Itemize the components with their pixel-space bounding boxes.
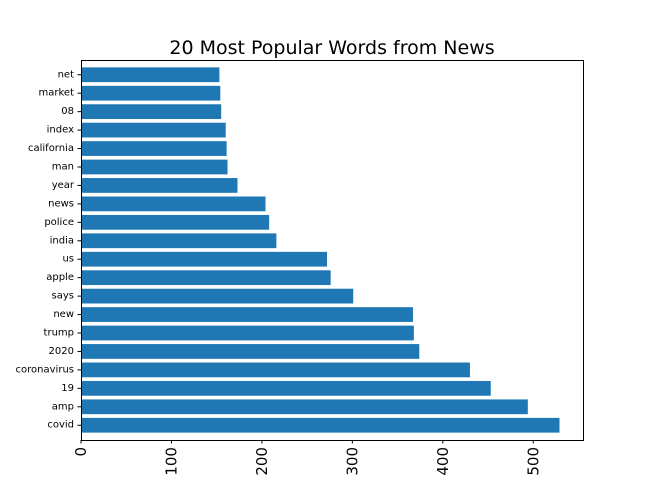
y-tick-label: market	[39, 88, 75, 99]
y-tick-label: apple	[46, 272, 74, 283]
y-tick-label: us	[62, 254, 74, 265]
x-tick-label: 0	[72, 447, 90, 457]
x-tick-label: 400	[434, 447, 452, 476]
bar-news	[81, 196, 266, 212]
y-tick-label: covid	[47, 420, 74, 431]
bar-us	[81, 251, 328, 267]
y-tick-label: new	[53, 309, 74, 320]
y-tick-label: india	[50, 235, 74, 246]
bar-year	[81, 178, 238, 193]
x-tick-label: 200	[253, 447, 271, 476]
bar-trump	[81, 325, 414, 341]
y-tick-label: trump	[44, 328, 74, 339]
y-tick-label: news	[48, 198, 74, 209]
bar-police	[81, 214, 270, 230]
y-tick-label: amp	[52, 401, 74, 412]
y-tick-label: index	[47, 125, 74, 136]
y-axis-ticks: covid amp 19 coronavirus 2020 trump new says app…	[16, 69, 81, 431]
y-tick-label: year	[52, 180, 75, 191]
bar-california	[81, 141, 227, 156]
bar-says	[81, 288, 354, 304]
x-tick-label: 100	[162, 447, 180, 476]
bar-new	[81, 307, 413, 322]
bar-amp	[81, 399, 528, 415]
y-tick-label: police	[44, 217, 74, 228]
bar-net	[81, 67, 220, 83]
bar-apple	[81, 270, 331, 286]
bar-covid	[81, 417, 560, 433]
y-tick-label: 19	[61, 383, 74, 394]
bar-india	[81, 233, 277, 249]
bar-19	[81, 380, 491, 396]
bar-man	[81, 159, 228, 175]
x-axis-ticks: 0 100 200 300 400 500	[72, 440, 542, 476]
x-tick-label: 500	[524, 447, 542, 476]
bar-08	[81, 104, 222, 120]
y-tick-label: 2020	[49, 346, 74, 357]
bars-group	[81, 67, 560, 433]
chart-title: 20 Most Popular Words from News	[169, 37, 494, 59]
y-tick-label: 08	[61, 106, 74, 117]
y-tick-label: coronavirus	[16, 364, 74, 375]
bar-2020	[81, 344, 420, 359]
y-tick-label: man	[52, 161, 74, 172]
bar-index	[81, 122, 226, 138]
bar-market	[81, 85, 221, 101]
y-tick-label: california	[28, 143, 74, 154]
y-tick-label: says	[52, 291, 74, 302]
bar-coronavirus	[81, 362, 470, 378]
x-tick-label: 300	[343, 447, 361, 476]
y-tick-label: net	[58, 69, 74, 80]
plot-frame	[81, 60, 584, 441]
